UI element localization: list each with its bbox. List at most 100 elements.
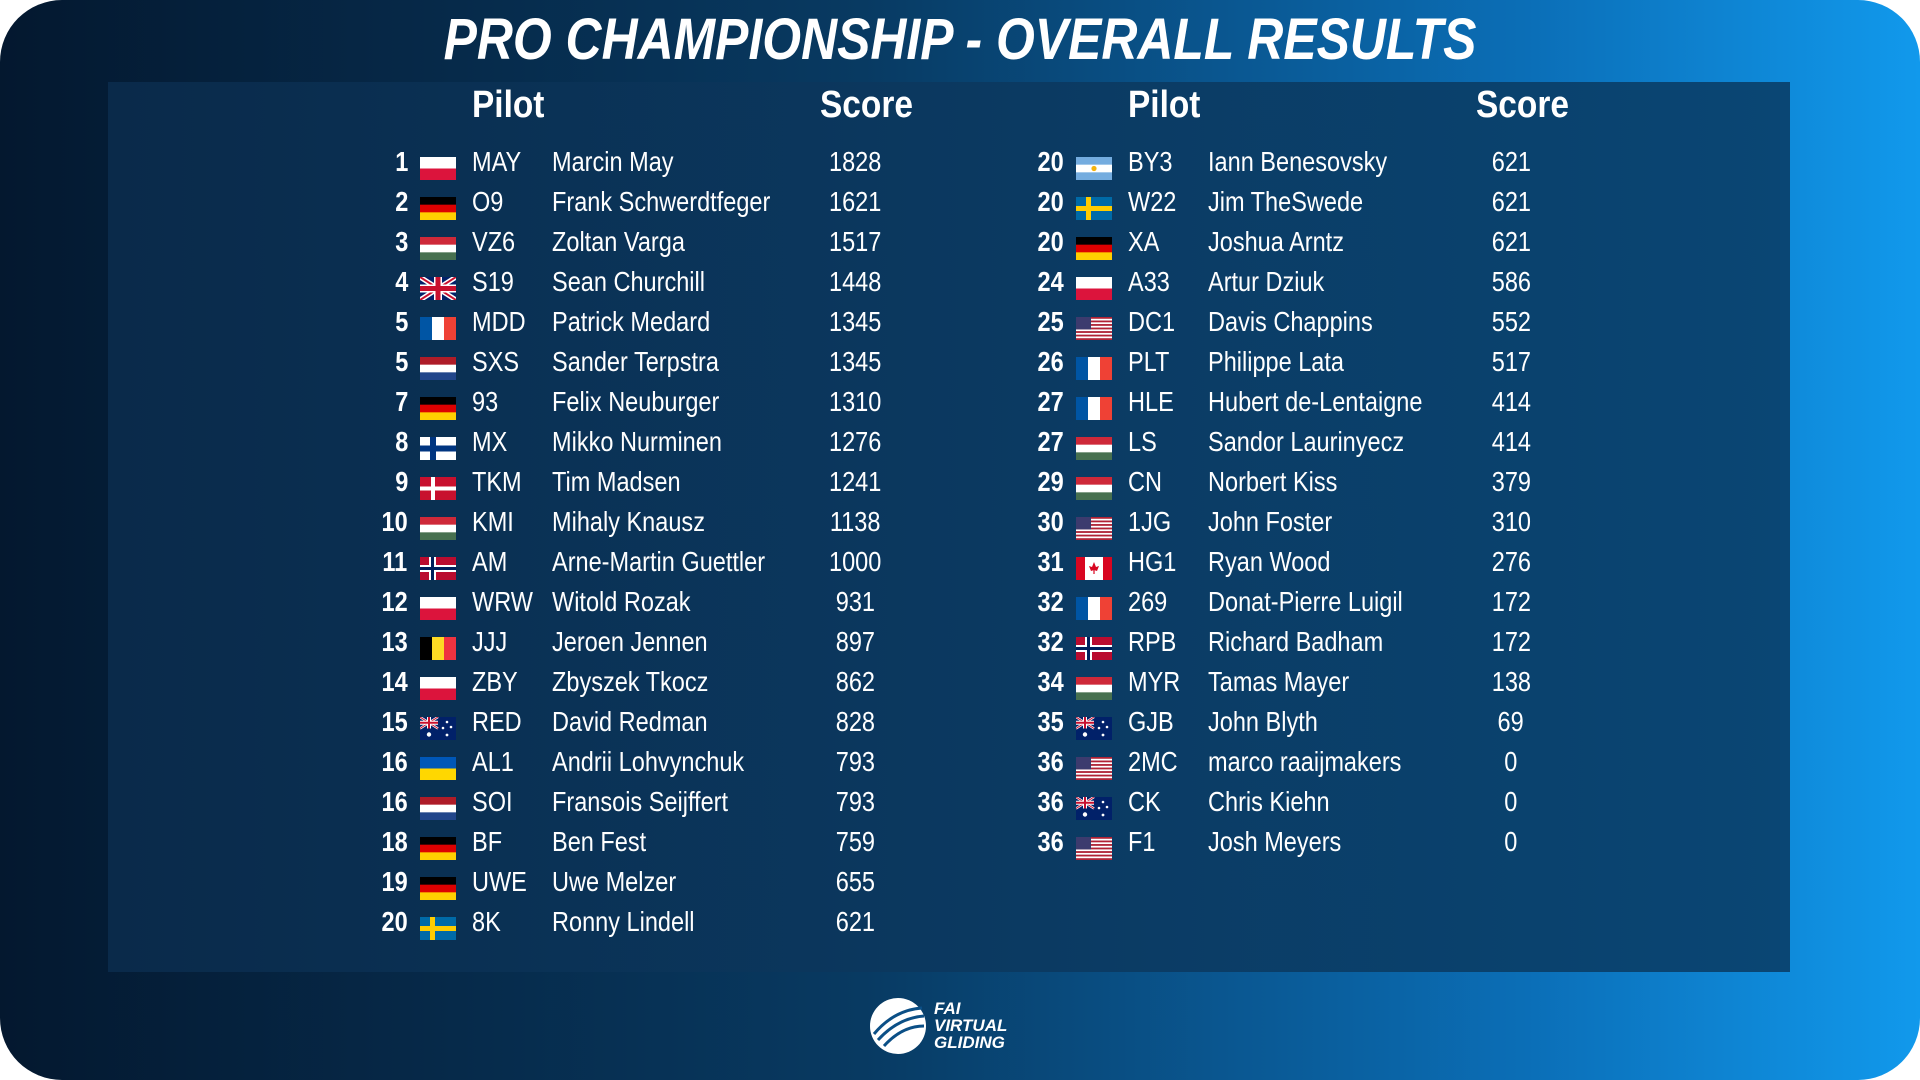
se-flag-icon [1076, 191, 1112, 220]
rank: 36 [1037, 826, 1064, 857]
pilot-code: UWE [472, 866, 527, 897]
pilot-code: 2MC [1128, 746, 1178, 777]
pilot-score: 793 [835, 746, 875, 777]
result-row: 4 S19 Sean Churchill 1448 [360, 262, 960, 303]
pilot-name: Sandor Laurinyecz [1208, 426, 1405, 457]
pilot-code: 269 [1128, 586, 1168, 617]
no-flag-icon [1076, 631, 1112, 660]
pilot-code: 93 [472, 386, 499, 417]
pilot-score: 414 [1491, 386, 1531, 417]
pilot-code: LS [1128, 426, 1157, 457]
pilot-name: Ronny Lindell [552, 906, 695, 937]
nl-flag-icon [420, 351, 456, 381]
pilot-name: Artur Dziuk [1208, 266, 1325, 297]
pilot-name: Witold Rozak [552, 586, 691, 617]
pilot-code: 8K [472, 906, 501, 937]
result-row: 20 W22 Jim TheSwede 621 [1016, 182, 1616, 222]
rank: 34 [1037, 666, 1064, 697]
pilot-name: Ben Fest [552, 826, 647, 857]
fr-flag-icon [1076, 391, 1113, 420]
rank: 26 [1037, 346, 1064, 377]
pilot-score: 1138 [829, 506, 881, 537]
pilot-name: Fransois Seijffert [552, 786, 729, 817]
hu-flag-icon [420, 231, 456, 261]
pilot-name: Felix Neuburger [552, 386, 720, 417]
pilot-name: Hubert de-Lentaigne [1208, 386, 1423, 417]
pl-flag-icon [420, 671, 456, 701]
pilot-score: 862 [835, 666, 875, 697]
be-flag-icon [420, 631, 457, 660]
pl-flag-icon [420, 591, 456, 621]
logo-line-3: GLIDING [934, 1033, 1005, 1052]
pilot-code: MAY [472, 146, 522, 177]
pilot-name: Tamas Mayer [1208, 666, 1350, 697]
pilot-score: 172 [1491, 586, 1531, 617]
pilot-code: CK [1128, 786, 1161, 817]
pilot-score: 276 [1491, 546, 1531, 577]
us-flag-icon [1076, 311, 1112, 341]
pilot-code: HLE [1128, 386, 1174, 417]
pilot-code: HG1 [1128, 546, 1177, 577]
rank: 31 [1037, 546, 1064, 577]
no-flag-icon [420, 551, 456, 580]
result-row: 13 JJJ Jeroen Jennen 897 [360, 622, 960, 662]
pilot-header: Pilot [472, 84, 545, 126]
result-row: 3 VZ6 Zoltan Varga 1517 [360, 222, 960, 262]
pilot-score: 621 [1491, 226, 1531, 257]
pilot-name: Iann Benesovsky [1208, 146, 1388, 177]
pilot-score: 621 [835, 906, 875, 937]
score-header: Score [820, 84, 913, 126]
pilot-code: W22 [1128, 186, 1177, 217]
pilot-score: 1000 [828, 546, 882, 577]
pilot-name: Sander Terpstra [552, 346, 719, 377]
pilot-score: 310 [1491, 506, 1531, 537]
page-title: PRO CHAMPIONSHIP - OVERALL RESULTS [443, 7, 1477, 72]
pilot-code: ZBY [472, 666, 518, 697]
pilot-code: TKM [472, 466, 522, 497]
rank: 7 [395, 386, 409, 417]
pilot-code: MDD [472, 306, 526, 337]
pilot-code: S19 [472, 266, 514, 297]
pilot-code: 1JG [1128, 506, 1172, 537]
pilot-score: 172 [1491, 626, 1531, 657]
rank: 4 [395, 266, 409, 297]
pilot-score: 586 [1491, 266, 1531, 297]
result-row: 19 UWE Uwe Melzer 655 [360, 862, 960, 902]
result-row: 32 269 Donat-Pierre Luigil 172 [1016, 582, 1616, 622]
rank: 3 [395, 226, 409, 257]
rank: 20 [1037, 186, 1064, 217]
pilot-score: 138 [1491, 666, 1531, 697]
pilot-name: Jim TheSwede [1208, 186, 1364, 217]
result-row: 36 CK Chris Kiehn 0 [1016, 782, 1616, 822]
pilot-name: Chris Kiehn [1208, 786, 1330, 817]
result-row: 26 PLT Philippe Lata 517 [1016, 342, 1616, 382]
pilot-name: Mikko Nurminen [552, 426, 722, 457]
pilot-name: Zbyszek Tkocz [552, 666, 709, 697]
pilot-code: CN [1128, 466, 1162, 497]
pilot-name: Mihaly Knausz [552, 506, 705, 537]
hu-flag-icon [420, 511, 456, 541]
result-row: 36 F1 Josh Meyers 0 [1016, 822, 1616, 862]
pilot-code: PLT [1128, 346, 1170, 377]
result-row: 7 93 Felix Neuburger 1310 [360, 382, 960, 422]
pilot-code: BF [472, 826, 503, 857]
result-row: 31 HG1 Ryan Wood 276 [1016, 542, 1616, 582]
pilot-score: 655 [835, 866, 875, 897]
pilot-code: AM [472, 546, 508, 577]
result-row: 5 SXS Sander Terpstra 1345 [360, 342, 960, 382]
fr-flag-icon [1076, 351, 1113, 380]
results-list-left: 1 MAY Marcin May 1828 2 O9 Frank Schwerdtfeger… [360, 142, 960, 942]
rank: 32 [1037, 626, 1064, 657]
fai-virtual-gliding-logo: FAI VIRTUAL GLIDING [868, 996, 1048, 1056]
rank: 36 [1037, 746, 1064, 777]
result-row: 25 DC1 Davis Chappins 552 [1016, 302, 1616, 342]
pilot-code: F1 [1128, 826, 1156, 857]
rank: 27 [1037, 426, 1064, 457]
fr-flag-icon [420, 311, 457, 340]
rank: 36 [1037, 786, 1064, 817]
pilot-code: MYR [1128, 666, 1181, 697]
rank: 8 [395, 426, 409, 457]
pilot-name: Richard Badham [1208, 626, 1384, 657]
pilot-score: 0 [1504, 826, 1518, 857]
rank: 29 [1037, 466, 1064, 497]
